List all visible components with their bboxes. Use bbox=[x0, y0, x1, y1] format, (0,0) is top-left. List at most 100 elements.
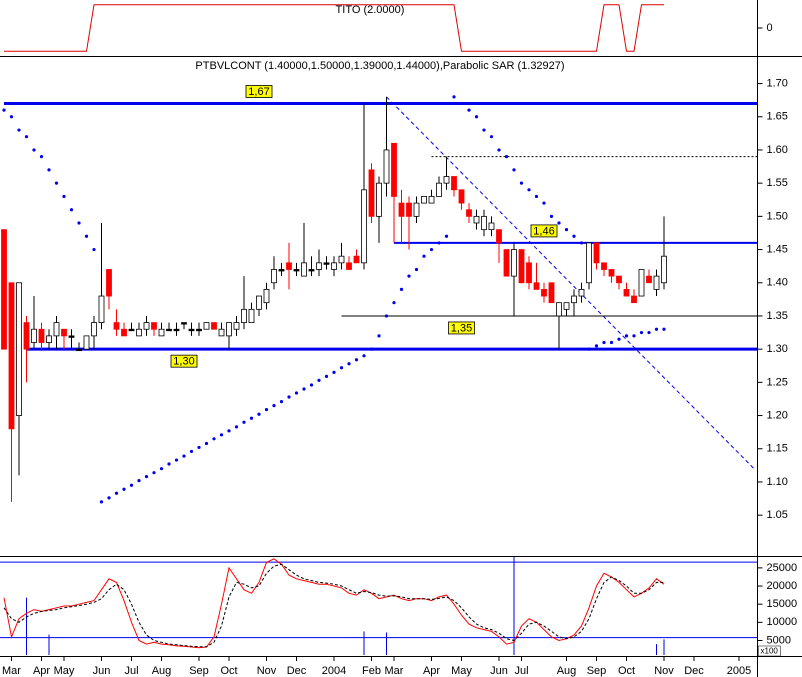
sar-dot bbox=[534, 194, 539, 199]
candle-body bbox=[211, 322, 217, 330]
sar-dot bbox=[347, 362, 351, 366]
sar-dot bbox=[212, 437, 216, 441]
candle-body bbox=[196, 328, 202, 332]
candle-body bbox=[518, 249, 525, 284]
sar-dot bbox=[362, 354, 366, 358]
y-tick-label: 1.50 bbox=[767, 210, 788, 222]
candle-body bbox=[638, 269, 645, 297]
candle-body bbox=[601, 262, 607, 270]
y-tick-label: 1.45 bbox=[767, 243, 788, 255]
sar-dot bbox=[587, 347, 591, 351]
candle-body bbox=[233, 322, 240, 330]
candle-body bbox=[526, 262, 532, 284]
x-tick-label: Apr bbox=[423, 665, 440, 677]
candle-body bbox=[473, 215, 480, 224]
x-tick-label: Jul bbox=[124, 665, 138, 677]
x-tick-label: May bbox=[54, 665, 75, 677]
candle-body bbox=[286, 262, 292, 270]
candle-body bbox=[481, 215, 487, 231]
sar-dot bbox=[527, 188, 531, 192]
chart-title: PTBVLCONT (1.40000,1.50000,1.39000,1.440… bbox=[195, 60, 564, 72]
sar-dot bbox=[564, 228, 569, 232]
sar-dot bbox=[504, 155, 509, 159]
sar-dot bbox=[77, 221, 81, 225]
candle-body bbox=[293, 269, 300, 272]
candle-body bbox=[338, 255, 345, 264]
sar-dot bbox=[332, 370, 336, 374]
sar-dot bbox=[99, 500, 104, 504]
x-tick-label: Jun bbox=[93, 665, 111, 677]
candle-body bbox=[188, 328, 195, 332]
sar-dot bbox=[422, 254, 426, 258]
candle-body bbox=[46, 335, 52, 343]
sar-dot bbox=[294, 391, 299, 395]
candle-body bbox=[586, 242, 592, 284]
level-label: 1,46 bbox=[533, 225, 554, 237]
sar-dot bbox=[579, 241, 584, 245]
sar-dot bbox=[257, 412, 261, 416]
sar-dot bbox=[122, 487, 126, 491]
x-tick-label: 2004 bbox=[322, 665, 346, 677]
sar-dot bbox=[497, 148, 501, 152]
candle-body bbox=[646, 275, 652, 284]
sar-dot bbox=[249, 416, 254, 420]
candle-body bbox=[353, 255, 360, 264]
y-tick-label: 25000 bbox=[767, 562, 798, 574]
candle-body bbox=[166, 328, 172, 332]
sar-dot bbox=[144, 475, 149, 479]
sar-dot bbox=[632, 334, 636, 338]
candle-body bbox=[466, 209, 472, 217]
level-label-box bbox=[530, 224, 558, 238]
sar-dot bbox=[407, 274, 411, 278]
y-tick-label: 15000 bbox=[767, 598, 798, 610]
candle-body bbox=[1, 229, 7, 350]
y-tick-label: 1.35 bbox=[767, 310, 788, 322]
x-tick-label: Feb bbox=[362, 665, 381, 677]
sar-dot bbox=[204, 441, 209, 446]
candle-body bbox=[113, 322, 120, 330]
sar-dot bbox=[39, 155, 44, 159]
sar-dot bbox=[167, 462, 171, 466]
sar-dot bbox=[54, 181, 59, 185]
candle-body bbox=[271, 269, 277, 284]
candle-body bbox=[653, 275, 660, 290]
sar-dot bbox=[227, 429, 231, 433]
sar-dot bbox=[459, 101, 464, 106]
candle-body bbox=[631, 295, 637, 304]
candle-body bbox=[608, 269, 615, 277]
level-label-box bbox=[448, 321, 475, 335]
candle-body bbox=[616, 275, 622, 284]
sar-dot bbox=[474, 115, 479, 119]
candle-body bbox=[23, 322, 30, 350]
candle-body bbox=[83, 335, 90, 350]
candle-body bbox=[53, 322, 60, 337]
y-tick-label: 1.65 bbox=[767, 111, 788, 123]
candle-body bbox=[241, 308, 247, 324]
candle-body bbox=[346, 262, 352, 270]
sar-dot bbox=[302, 387, 306, 391]
x-tick-label: Nov bbox=[257, 665, 277, 677]
candle-body bbox=[451, 176, 457, 191]
sar-dot bbox=[62, 194, 66, 199]
y-tick-label: 1.25 bbox=[767, 376, 788, 388]
volume-line bbox=[3, 558, 665, 649]
candle-body bbox=[383, 149, 390, 184]
candle-body bbox=[278, 269, 285, 272]
candle-body bbox=[76, 348, 82, 352]
x-tick-label: 2005 bbox=[727, 665, 751, 677]
sar-dot bbox=[354, 358, 359, 362]
level-label: 1,67 bbox=[248, 86, 269, 98]
sar-dot bbox=[602, 340, 606, 345]
y-tick-label: 1.05 bbox=[767, 509, 788, 521]
sar-dot bbox=[489, 135, 494, 139]
sar-dot bbox=[662, 327, 666, 331]
sar-dot bbox=[519, 181, 524, 185]
sar-dot bbox=[137, 479, 141, 483]
sar-dot bbox=[47, 168, 51, 172]
y-tick-label: 1.55 bbox=[767, 177, 788, 189]
unit-label: x100 bbox=[761, 647, 779, 656]
sar-dot bbox=[452, 95, 456, 99]
candle-body bbox=[511, 249, 517, 277]
